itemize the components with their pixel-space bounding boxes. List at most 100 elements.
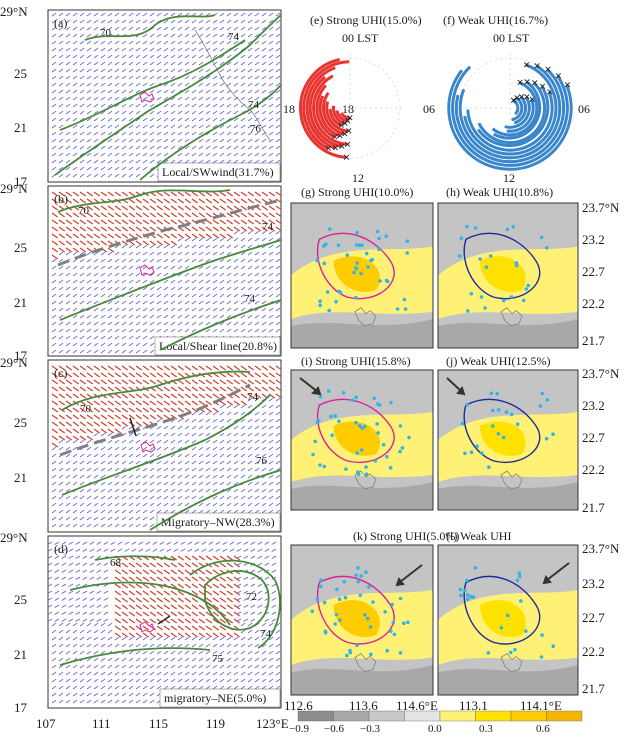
wind-barb (191, 474, 197, 479)
left-lon-tick-0: 107 (36, 716, 56, 731)
wind-barb (135, 166, 141, 171)
wind-barb (79, 89, 85, 94)
station-dot (356, 566, 360, 570)
wind-barb (79, 495, 85, 500)
wind-barb (128, 124, 134, 129)
wind-barb (72, 474, 78, 479)
contour-b-2 (59, 239, 281, 321)
rose-marker: ✕ (529, 94, 537, 104)
wind-barb (149, 516, 155, 521)
wind-barb (177, 159, 183, 164)
wind-barb (128, 516, 134, 521)
wind-barb (271, 541, 277, 545)
wind-barb (100, 205, 108, 211)
wind-barb (254, 386, 262, 392)
wind-barb (54, 604, 60, 608)
wind-barb (191, 33, 197, 38)
wind-barb (156, 495, 162, 500)
wind-barb (65, 33, 71, 38)
map-j-frame (437, 369, 579, 511)
wind-barb (114, 251, 120, 256)
wind-barb (219, 453, 225, 458)
right-lat-tick-i3: 22.2 (582, 462, 605, 477)
wind-barb (184, 474, 190, 479)
wind-barb (268, 488, 274, 493)
wind-barb (89, 562, 95, 566)
wind-barb (247, 411, 253, 416)
wind-barb (212, 509, 218, 514)
wind-barb (240, 509, 246, 514)
wind-barb (93, 159, 99, 164)
wind-barb (156, 365, 164, 371)
wind-barb (254, 314, 260, 319)
wind-barb (191, 103, 197, 108)
wind-barb (58, 509, 64, 514)
wind-barb (177, 47, 183, 52)
wind-barb (128, 258, 134, 263)
wind-barb (163, 632, 171, 638)
wind-barb (177, 145, 183, 150)
wind-barb (184, 460, 190, 465)
wind-barb (275, 279, 281, 284)
wind-barb (275, 124, 281, 129)
wind-barb (219, 110, 225, 115)
rose-marker: ✕ (338, 142, 346, 152)
rose-marker: ✕ (523, 92, 531, 102)
wind-barb (58, 89, 64, 94)
rose-marker: ✕ (336, 131, 344, 141)
station-dot (378, 279, 382, 283)
wind-barb (191, 611, 199, 617)
wind-barb (107, 191, 115, 197)
wind-barb (100, 474, 106, 479)
wind-barb (240, 404, 246, 409)
wind-barb (114, 124, 120, 129)
wind-barb (184, 47, 190, 52)
wind-barb (121, 349, 127, 354)
wind-barb (268, 82, 274, 87)
wind-barb (65, 117, 71, 122)
wind-barb (170, 68, 176, 73)
wind-barb (163, 300, 169, 305)
wind-barb (135, 481, 141, 486)
wind-barb (142, 643, 148, 648)
wind-barb (247, 279, 253, 284)
wind-barb (198, 611, 206, 617)
wind-barb (275, 671, 281, 676)
station-dot (319, 578, 323, 582)
wind-barb (254, 54, 260, 59)
wind-barb (184, 293, 190, 298)
panel-a-caption: Local/SWwind(31.7%) (162, 165, 274, 179)
wind-barb (240, 502, 246, 507)
wind-barb (163, 314, 169, 319)
wind-barb (135, 365, 143, 371)
wind-barb (268, 251, 274, 256)
wind-barb (65, 286, 71, 291)
wind-barb (184, 110, 190, 115)
map-l-frame (437, 544, 579, 696)
wind-barb (254, 379, 262, 385)
wind-barb (163, 425, 169, 430)
wind-barb (72, 173, 78, 178)
station-dot (551, 432, 555, 437)
wind-barb (93, 400, 101, 406)
wind-barb (86, 467, 92, 472)
wind-barb (68, 590, 74, 594)
wind-barb (89, 604, 95, 608)
wind-barb (271, 611, 277, 615)
colorbar-segment (510, 710, 547, 722)
wind-barb (65, 152, 71, 157)
wind-barb (58, 629, 64, 634)
wind-barb (72, 54, 78, 59)
wind-barb (58, 272, 64, 277)
station-dot (395, 307, 400, 311)
wind-barb (163, 636, 169, 641)
wind-barb (128, 335, 134, 340)
wind-barb (107, 40, 113, 45)
wind-barb (240, 152, 246, 157)
station-dot (398, 449, 402, 454)
wind-barb (128, 198, 136, 204)
wind-barb (226, 583, 234, 589)
wind-barb (107, 432, 113, 437)
wind-barb (128, 671, 134, 676)
wind-barb (170, 191, 178, 197)
